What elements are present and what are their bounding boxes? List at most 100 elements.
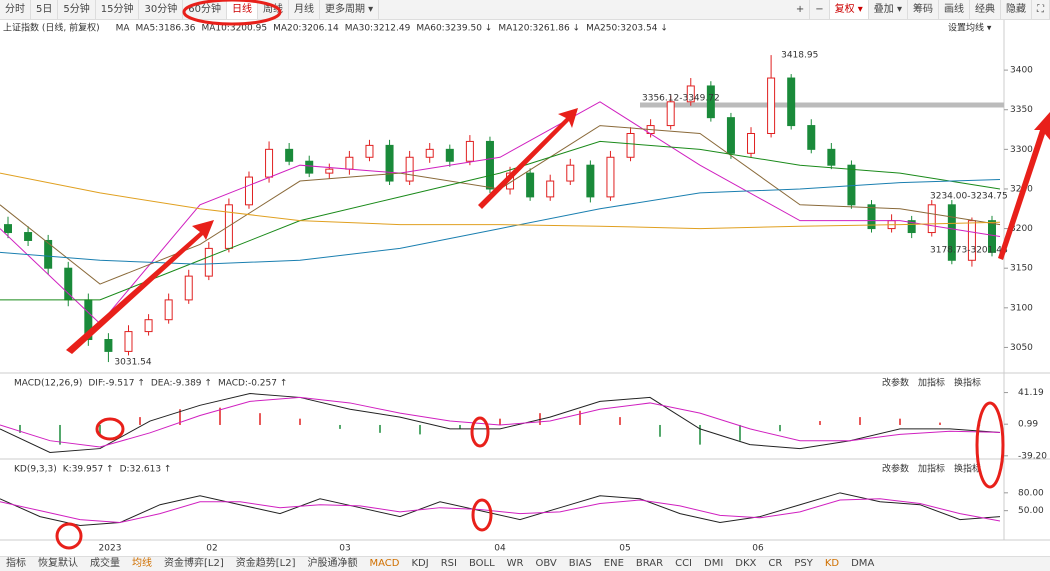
tool-tab[interactable]: 复权 ▾: [829, 0, 869, 19]
candle-body: [546, 180, 555, 198]
candle-body: [867, 204, 876, 230]
y-tick-label: 3400: [1010, 66, 1033, 76]
candle-body: [666, 101, 675, 127]
indicator-header: K:39.957 ↑: [63, 465, 114, 475]
price-annotation: 3234.00-3234.75: [930, 192, 1008, 202]
candle-body: [626, 132, 635, 158]
price-annotation: 3178.73-3201.48: [930, 246, 1008, 256]
indicator-tab[interactable]: ENE: [603, 558, 624, 569]
indicator-tab[interactable]: RSI: [440, 558, 457, 569]
period-tab[interactable]: 分时: [0, 0, 31, 19]
indicator-tab[interactable]: PSY: [794, 558, 813, 569]
candle-body: [927, 204, 936, 234]
indicator-button[interactable]: 换指标: [954, 377, 981, 389]
y-tick-label: 0.99: [1018, 420, 1038, 430]
indicator-line: [0, 393, 1001, 454]
candle-body: [586, 164, 595, 198]
period-tab[interactable]: 5分钟: [58, 0, 96, 19]
indicator-tabs: 指标 恢复默认 成交量 均线 资金博弈[L2] 资金趋势[L2] 沪股通净额 MACD KDJ R…: [0, 556, 1050, 571]
tool-tab[interactable]: 经典: [970, 0, 1001, 19]
indicator-tab[interactable]: 资金趋势[L2]: [235, 558, 296, 569]
date-label: 02: [206, 544, 217, 554]
candle-body: [425, 148, 434, 158]
tool-tab[interactable]: +: [791, 0, 811, 19]
tool-tab[interactable]: 画线: [939, 0, 970, 19]
candle-body: [405, 156, 414, 182]
indicator-tab[interactable]: CR: [768, 558, 783, 569]
y-tick-label: 3050: [1010, 343, 1033, 353]
indicator-header: MACD(12,26,9): [14, 379, 82, 389]
candle-body: [385, 144, 394, 182]
y-tick-label: 3250: [1010, 184, 1033, 194]
indicator-header: DEA:-9.389 ↑: [151, 379, 212, 389]
candle-body: [907, 220, 916, 234]
period-tab[interactable]: 月线: [289, 0, 320, 19]
candle-body: [285, 148, 294, 162]
indicator-button[interactable]: 换指标: [954, 463, 981, 475]
tool-tab[interactable]: 筹码: [908, 0, 939, 19]
date-label: 06: [752, 544, 764, 554]
indicator-tab[interactable]: BRAR: [635, 558, 664, 569]
indicator-button[interactable]: 改参数: [882, 377, 909, 389]
candle-body: [4, 224, 12, 234]
candle-body: [988, 220, 996, 253]
indicator-tab[interactable]: 指标: [6, 558, 26, 569]
period-tab[interactable]: 15分钟: [96, 0, 140, 19]
indicator-tab[interactable]: 资金博弈[L2]: [164, 558, 224, 569]
tool-tab[interactable]: 叠加 ▾: [869, 0, 908, 19]
indicator-tab[interactable]: WR: [506, 558, 524, 569]
indicator-tab[interactable]: 成交量: [90, 558, 120, 569]
ma-legend: MA20:3206.14: [273, 24, 339, 34]
candle-body: [566, 164, 575, 182]
period-tab[interactable]: 更多周期 ▾: [320, 0, 380, 19]
indicator-tab[interactable]: DMA: [851, 558, 875, 569]
indicator-tab[interactable]: DMI: [704, 558, 724, 569]
price-annotation: 3356.12-3349.72: [642, 94, 720, 104]
ma-legend: MA60:3239.50 ↓: [416, 24, 492, 34]
y-tick-label: 50.00: [1018, 506, 1044, 516]
indicator-tab[interactable]: KDJ: [411, 558, 429, 569]
indicator-tab[interactable]: 沪股通净额: [307, 558, 358, 569]
indicator-line: [0, 498, 1001, 524]
indicator-button[interactable]: 加指标: [918, 377, 945, 389]
ma-legend: MA120:3261.86 ↓: [498, 24, 580, 34]
candle-body: [485, 140, 494, 190]
ma-legend: MA250:3203.54 ↓: [586, 24, 668, 34]
ma-legend: MA30:3212.49: [345, 24, 411, 34]
indicator-tab[interactable]: MACD: [369, 558, 400, 569]
candle-body: [204, 247, 213, 277]
y-tick-label: 3200: [1010, 224, 1033, 234]
indicator-button[interactable]: 加指标: [918, 463, 945, 475]
candle-body: [726, 117, 735, 154]
indicator-tab[interactable]: 恢复默认: [38, 558, 78, 569]
ma-settings: 设置均线 ▾: [948, 22, 992, 34]
candle-body: [445, 148, 454, 162]
candle-body: [184, 275, 193, 301]
indicator-tab[interactable]: BIAS: [568, 558, 592, 569]
date-label: 2023: [99, 544, 122, 554]
tool-tab[interactable]: 隐藏: [1001, 0, 1032, 19]
candle-body: [606, 156, 615, 198]
indicator-tab[interactable]: BOLL: [468, 558, 495, 569]
candle-body: [244, 176, 253, 206]
candle-body: [767, 77, 776, 134]
candle-body: [164, 299, 173, 321]
indicator-tab[interactable]: KD: [824, 558, 840, 569]
indicator-tab[interactable]: 均线: [132, 558, 152, 569]
y-tick-label: 3100: [1010, 303, 1033, 313]
candle-body: [104, 339, 113, 352]
indicator-line: [0, 492, 1001, 527]
tool-tab[interactable]: −: [810, 0, 830, 19]
period-tab[interactable]: 5日: [31, 0, 59, 19]
candle-body: [365, 144, 374, 158]
candle-body: [305, 160, 314, 174]
indicator-tab[interactable]: CCI: [675, 558, 693, 569]
indicator-tab[interactable]: OBV: [535, 558, 557, 569]
y-tick-label: 80.00: [1018, 488, 1044, 498]
indicator-header: KD(9,3,3): [14, 465, 57, 475]
indicator-button[interactable]: 改参数: [882, 463, 909, 475]
chart-area: 上证指数 (日线, 前复权) MA MA5:3186.36 MA10:3200.95 M…: [0, 20, 1050, 554]
indicator-tab[interactable]: DKX: [735, 558, 757, 569]
ma-label: MA: [116, 24, 131, 34]
